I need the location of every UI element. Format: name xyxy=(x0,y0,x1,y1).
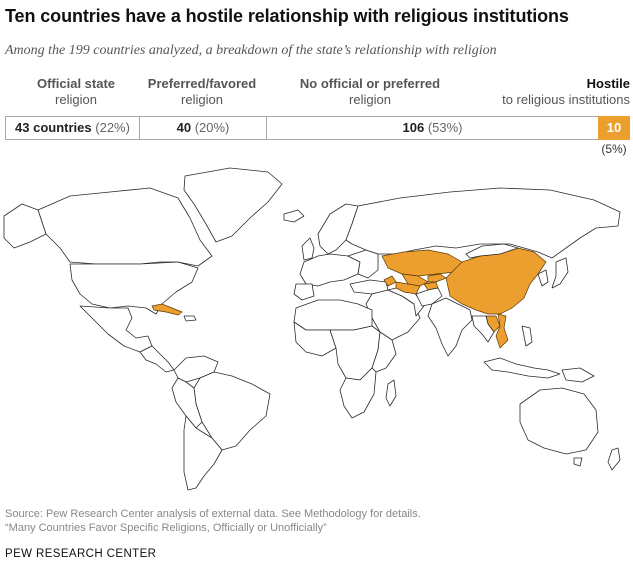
country-tasmania xyxy=(573,457,583,467)
source-line-1: Source: Pew Research Center analysis of … xyxy=(5,508,421,520)
footer-org: PEW RESEARCH CENTER xyxy=(5,548,157,560)
country-india xyxy=(427,297,473,357)
category-none-heading: No official or preferred xyxy=(299,76,441,91)
country-indonesia xyxy=(483,357,561,379)
country-madagascar xyxy=(385,379,397,407)
country-north-africa xyxy=(293,299,373,331)
category-hostile-label: Hostile to religious institutions xyxy=(480,76,630,108)
country-japan xyxy=(551,257,569,289)
segment-official-count: 43 countries xyxy=(15,120,92,135)
category-official-label: Official state religion xyxy=(20,76,132,108)
country-russia xyxy=(345,187,621,259)
segment-official-percent: (22%) xyxy=(95,120,130,135)
country-kyrgyzstan xyxy=(427,273,447,283)
country-kazakhstan xyxy=(381,249,463,277)
breakdown-bar: 43 countries (22%) 40 (20%) 106 (53%) 10 xyxy=(5,116,630,140)
country-iberia xyxy=(293,283,315,301)
category-hostile-heading: Hostile xyxy=(586,76,630,91)
country-argentina-chile xyxy=(183,415,223,491)
category-preferred-heading: Preferred/favored xyxy=(147,76,257,91)
category-none-subheading: religion xyxy=(349,92,391,107)
world-map xyxy=(3,167,621,491)
segment-hostile: 10 xyxy=(598,116,630,140)
country-western-europe xyxy=(299,253,361,287)
country-cuba xyxy=(151,303,183,316)
country-hispaniola xyxy=(183,315,197,322)
category-preferred-label: Preferred/favored religion xyxy=(140,76,264,108)
source-note: Source: Pew Research Center analysis of … xyxy=(5,507,421,535)
chart-subtitle: Among the 199 countries analyzed, a brea… xyxy=(5,43,497,58)
country-china xyxy=(445,247,547,315)
country-central-america xyxy=(139,345,175,373)
country-philippines xyxy=(521,325,533,347)
segment-preferred: 40 (20%) xyxy=(139,116,267,140)
country-peru-bolivia xyxy=(171,377,203,429)
country-new-guinea xyxy=(561,367,595,383)
country-uk xyxy=(301,237,315,261)
segment-official: 43 countries (22%) xyxy=(5,116,140,140)
category-official-subheading: religion xyxy=(55,92,97,107)
country-mexico xyxy=(79,305,153,353)
segment-none-percent: (53%) xyxy=(427,120,463,135)
source-line-2: “Many Countries Favor Specific Religions… xyxy=(5,522,327,534)
country-canada xyxy=(37,187,213,267)
segment-preferred-percent: (20%) xyxy=(194,120,230,135)
country-vietnam xyxy=(495,313,509,349)
category-official-heading: Official state xyxy=(36,76,116,91)
country-west-africa xyxy=(293,321,337,357)
segment-hostile-percent: (5%) xyxy=(601,142,627,156)
segment-none-count: 106 xyxy=(402,120,425,135)
country-afghanistan xyxy=(415,287,443,307)
country-australia xyxy=(519,387,599,455)
country-greenland xyxy=(183,167,283,243)
category-none-label: No official or preferred religion xyxy=(280,76,460,108)
country-thailand-myanmar xyxy=(471,315,495,343)
category-hostile-subheading: to religious institutions xyxy=(502,92,630,107)
country-alaska xyxy=(3,203,47,249)
country-new-zealand xyxy=(607,447,621,471)
country-iceland xyxy=(283,209,305,223)
chart-title: Ten countries have a hostile relationshi… xyxy=(5,6,569,26)
country-korea xyxy=(537,269,549,287)
country-southern-africa xyxy=(339,367,377,419)
segment-none: 106 (53%) xyxy=(266,116,599,140)
country-usa xyxy=(69,261,199,315)
country-east-africa xyxy=(371,331,397,373)
segment-preferred-count: 40 xyxy=(176,120,192,135)
category-preferred-subheading: religion xyxy=(181,92,223,107)
country-mongolia xyxy=(465,243,519,259)
segment-hostile-count: 10 xyxy=(606,120,622,135)
